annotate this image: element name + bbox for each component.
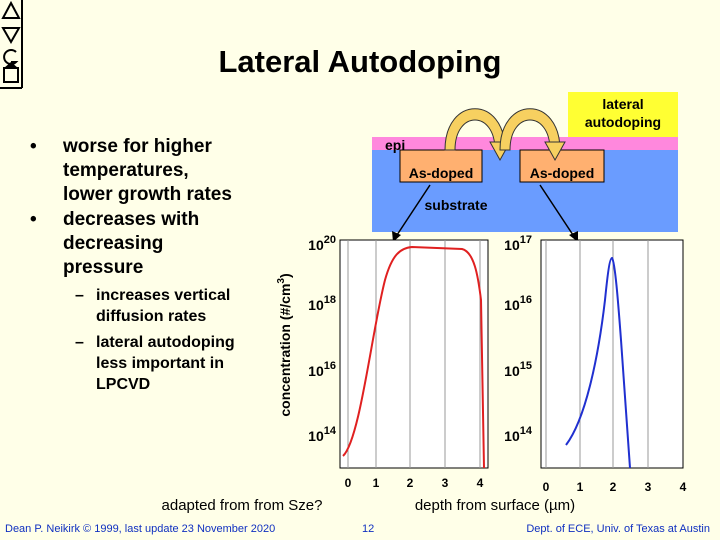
x-tick-label: 0 — [345, 476, 352, 490]
callout — [568, 92, 678, 137]
footer-right: Dept. of ECE, Univ. of Texas at Austin — [526, 523, 710, 535]
x-tick-label: 0 — [543, 480, 550, 494]
y-tick-label: 1016 — [308, 360, 336, 379]
y-axis-label: concentration (#/cm3) — [276, 273, 293, 416]
plots: 1020 1018 1016 1014 0 1 2 3 4 1017 1016 1015 1014 0 1 2… — [162, 234, 687, 514]
sub-bullet: LPCVD — [96, 376, 150, 393]
x-tick-label: 1 — [373, 476, 380, 490]
sub-bullet: diffusion rates — [96, 308, 206, 325]
y-tick-label: 1015 — [504, 360, 532, 379]
y-tick-label: 1016 — [504, 294, 532, 313]
x-tick-label: 2 — [610, 480, 617, 494]
callout-text: autodoping — [585, 114, 661, 130]
y-tick-label: 1014 — [308, 425, 337, 444]
epi-layer — [372, 137, 678, 150]
x-tick-label: 4 — [477, 476, 484, 490]
x-tick-label: 3 — [442, 476, 449, 490]
doped-label: As-doped — [409, 165, 474, 181]
doped-region — [399, 149, 483, 183]
sub-bullet: increases vertical — [96, 287, 230, 304]
bullet: worse for higher — [62, 136, 212, 157]
x-axis-label: depth from surface (µm) — [415, 497, 575, 514]
diagram: epi As-doped As-doped substrate lateral … — [372, 92, 678, 242]
svg-text:–: – — [75, 334, 84, 351]
epi-label: epi — [385, 137, 405, 153]
svg-text:•: • — [30, 209, 37, 230]
page-number: 12 — [362, 523, 374, 535]
x-tick-label: 4 — [680, 480, 687, 494]
bullet: decreasing — [63, 233, 163, 254]
callout-text: lateral — [602, 96, 643, 112]
footer-left: Dean P. Neikirk © 1999, last update 23 N… — [5, 523, 275, 535]
profile-curve — [342, 245, 485, 469]
bullet: pressure — [63, 257, 143, 278]
svg-text:–: – — [75, 287, 84, 304]
x-tick-label: 2 — [407, 476, 414, 490]
doped-region — [519, 149, 605, 183]
y-tick-label: 1020 — [308, 234, 336, 253]
sub-bullet: less important in — [96, 355, 224, 372]
source: adapted from from Sze? — [162, 497, 323, 514]
y-tick-label: 1014 — [504, 425, 533, 444]
bullet: temperatures, — [63, 160, 189, 181]
bullets: • worse for higher temperatures, lower g… — [30, 136, 235, 393]
substrate-label: substrate — [424, 197, 487, 213]
x-tick-label: 3 — [645, 480, 652, 494]
svg-text:•: • — [30, 136, 37, 157]
y-tick-label: 1018 — [308, 294, 336, 313]
x-tick-label: 1 — [577, 480, 584, 494]
doped-label: As-doped — [530, 165, 595, 181]
y-tick-label: 1017 — [504, 234, 532, 253]
sub-bullet: lateral autodoping — [96, 334, 235, 351]
bullet: decreases with — [63, 209, 199, 230]
nav[interactable] — [0, 0, 23, 89]
profile-curve — [565, 256, 631, 469]
bullet: lower growth rates — [63, 184, 232, 205]
title: Lateral Autodoping — [219, 44, 502, 79]
